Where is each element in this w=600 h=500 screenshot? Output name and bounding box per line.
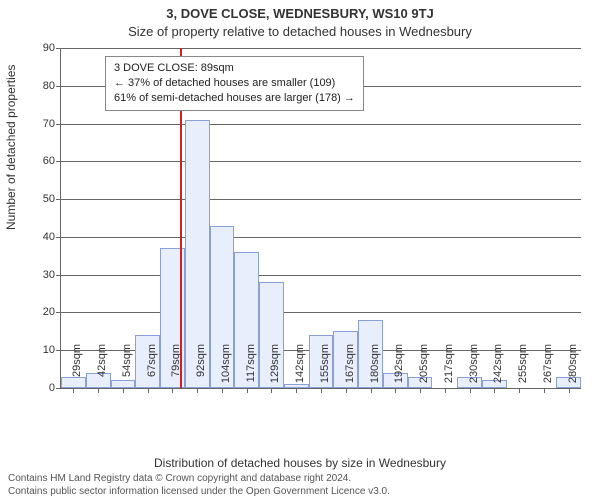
x-tick-label: 129sqm (269, 344, 281, 394)
x-tick-label: 205sqm (418, 344, 430, 394)
x-tick-label: 230sqm (468, 344, 480, 394)
gridline (61, 312, 581, 313)
x-tick-label: 280sqm (567, 344, 579, 394)
gridline (61, 161, 581, 162)
x-axis-label: Distribution of detached houses by size … (0, 456, 600, 470)
y-tick-label: 0 (49, 382, 61, 394)
annotation-line-1: 3 DOVE CLOSE: 89sqm (114, 61, 355, 76)
x-tick-label: 54sqm (121, 344, 133, 394)
x-tick-label: 180sqm (369, 344, 381, 394)
y-tick-label: 10 (43, 344, 61, 356)
x-tick-label: 255sqm (517, 344, 529, 394)
x-tick-label: 192sqm (393, 344, 405, 394)
y-axis-label: Number of detached properties (4, 65, 18, 230)
x-tick-label: 29sqm (71, 344, 83, 394)
x-tick-label: 104sqm (220, 344, 232, 394)
gridline (61, 124, 581, 125)
gridline (61, 275, 581, 276)
page-title: 3, DOVE CLOSE, WEDNESBURY, WS10 9TJ (0, 6, 600, 21)
x-tick-label: 267sqm (542, 344, 554, 394)
gridline (61, 237, 581, 238)
x-tick-label: 217sqm (443, 344, 455, 394)
gridline (61, 199, 581, 200)
histogram-plot: 010203040506070809029sqm42sqm54sqm67sqm7… (60, 48, 581, 389)
annotation-line-3: 61% of semi-detached houses are larger (… (114, 91, 355, 106)
page-subtitle: Size of property relative to detached ho… (0, 24, 600, 39)
annotation-line-2: ← 37% of detached houses are smaller (10… (114, 76, 355, 91)
y-tick-label: 90 (43, 42, 61, 54)
x-tick-label: 155sqm (319, 344, 331, 394)
x-tick-label: 242sqm (492, 344, 504, 394)
footnote-line-2: Contains public sector information licen… (8, 486, 390, 499)
x-tick-label: 92sqm (195, 344, 207, 394)
y-tick-label: 80 (43, 80, 61, 92)
y-tick-label: 30 (43, 269, 61, 281)
x-tick-label: 42sqm (96, 344, 108, 394)
y-tick-label: 60 (43, 155, 61, 167)
x-tick-label: 117sqm (245, 344, 257, 394)
footnote-line-1: Contains HM Land Registry data © Crown c… (8, 473, 390, 486)
y-tick-label: 40 (43, 231, 61, 243)
x-tick-label: 67sqm (146, 344, 158, 394)
annotation-box: 3 DOVE CLOSE: 89sqm ← 37% of detached ho… (105, 56, 364, 111)
footnote: Contains HM Land Registry data © Crown c… (8, 473, 390, 498)
x-tick-label: 167sqm (344, 344, 356, 394)
y-tick-label: 20 (43, 306, 61, 318)
y-tick-label: 70 (43, 118, 61, 130)
y-tick-label: 50 (43, 193, 61, 205)
x-tick-label: 142sqm (294, 344, 306, 394)
gridline (61, 48, 581, 49)
